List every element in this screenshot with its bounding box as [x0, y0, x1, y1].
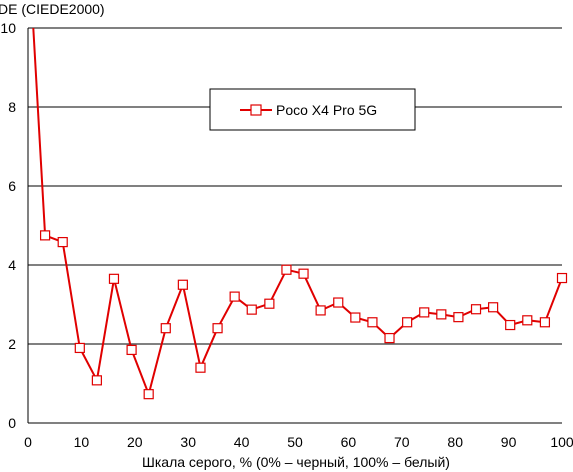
data-point: [453, 312, 464, 323]
legend-label: Poco X4 Pro 5G: [276, 102, 377, 118]
legend-swatch-marker: [250, 104, 262, 116]
y-tick-label: 0: [8, 415, 16, 431]
x-tick-label: 40: [234, 434, 250, 450]
grid: [28, 27, 562, 345]
x-tick-label: 20: [127, 434, 143, 450]
x-tick-label: 90: [501, 434, 517, 450]
data-point: [160, 323, 171, 334]
x-tick-label: 30: [180, 434, 196, 450]
y-tick-label: 10: [0, 20, 16, 36]
data-point: [246, 304, 257, 315]
data-point: [212, 323, 223, 334]
x-tick-label: 70: [394, 434, 410, 450]
data-point: [539, 317, 551, 328]
data-point: [229, 291, 240, 302]
data-point: [264, 298, 275, 309]
data-point: [298, 268, 309, 279]
data-point: [556, 272, 568, 284]
data-point: [108, 273, 120, 284]
data-point: [505, 319, 516, 331]
data-point: [315, 305, 326, 316]
x-tick-label: 10: [74, 434, 90, 450]
series-layer: [32, 27, 568, 400]
data-point: [143, 389, 154, 400]
y-axis-label: DE (CIEDE2000): [0, 1, 105, 17]
data-point: [177, 279, 188, 290]
x-tick-label: 100: [550, 434, 573, 450]
data-point: [470, 304, 482, 315]
legend: Poco X4 Pro 5G: [209, 88, 416, 131]
y-tick-label: 2: [8, 336, 16, 352]
data-point: [126, 344, 137, 356]
plot-area: [28, 28, 562, 423]
x-tick-label: 80: [447, 434, 463, 450]
x-tick-labels: 0 10 20 30 40 50 60 70 80 90 100: [24, 434, 573, 450]
y-tick-label: 6: [8, 178, 16, 194]
y-tick-label: 4: [8, 257, 16, 273]
data-point: [419, 307, 430, 318]
data-point: [488, 302, 499, 313]
x-tick-label: 0: [24, 434, 32, 450]
data-point: [91, 375, 102, 386]
data-point: [74, 342, 85, 354]
x-tick-label: 50: [287, 434, 303, 450]
data-point: [402, 317, 413, 328]
data-point: [350, 312, 361, 323]
x-axis-label: Шкала серого, % (0% – черный, 100% – бел…: [142, 454, 450, 470]
data-point: [333, 297, 344, 308]
data-point: [522, 315, 533, 326]
data-point: [384, 332, 395, 344]
x-tick-label: 60: [341, 434, 357, 450]
data-point: [281, 264, 292, 275]
data-point: [436, 309, 447, 320]
data-point: [367, 317, 378, 328]
data-point: [39, 230, 51, 241]
y-tick-label: 8: [8, 99, 16, 115]
y-tick-labels: 0 2 4 6 8 10: [0, 20, 16, 431]
data-point: [57, 236, 68, 248]
data-point: [195, 362, 206, 373]
